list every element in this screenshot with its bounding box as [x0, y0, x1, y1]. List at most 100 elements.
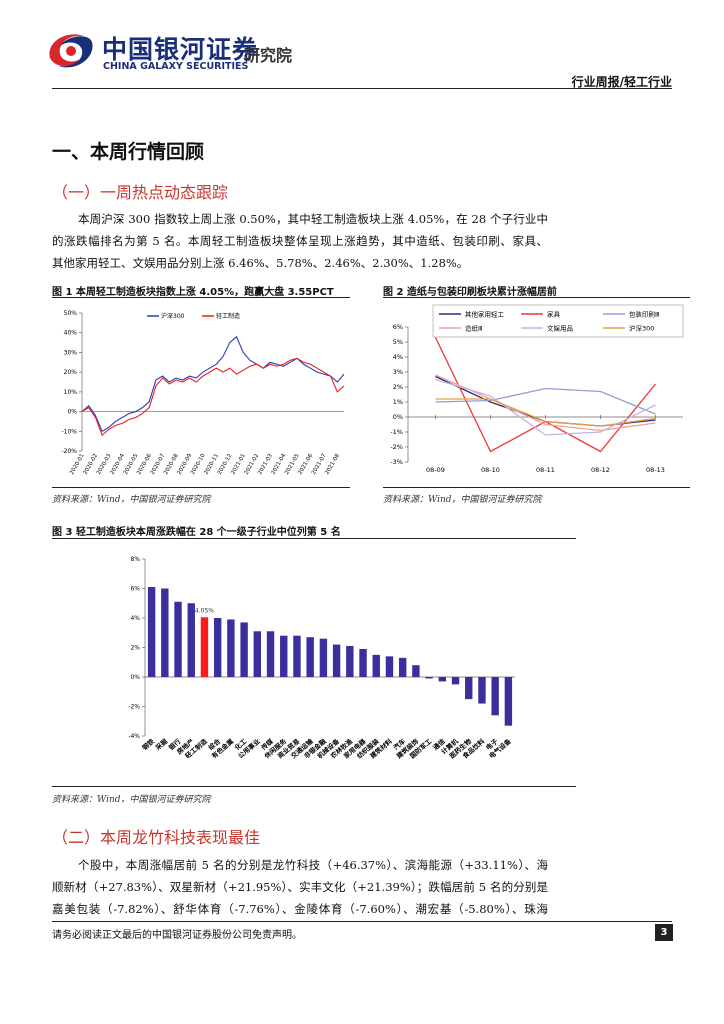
- bar: [266, 631, 275, 677]
- series-line: [81, 357, 345, 437]
- value-label: 4.05%: [195, 607, 214, 614]
- y-tick-label: -1%: [390, 428, 403, 436]
- header-rule: [52, 88, 672, 89]
- legend-label: 造纸Ⅲ: [465, 324, 482, 333]
- bar: [306, 637, 314, 677]
- company-cn: 中国银河证券: [102, 35, 259, 64]
- paragraph-line: 嘉美包装（-7.82%）、舒华体育（-7.76%）、金陵体育（-7.60%）、潮…: [52, 902, 548, 916]
- subheading: （二）本周龙竹科技表现最佳: [52, 828, 261, 847]
- bar: [438, 677, 447, 682]
- y-tick-label: 4%: [130, 615, 140, 622]
- figure-source: 资料来源：Wind，中国银河证券研究院: [383, 495, 542, 505]
- bar: [187, 603, 195, 677]
- logo: [49, 34, 93, 68]
- y-tick-label: 5%: [393, 338, 403, 346]
- bar: [147, 587, 156, 677]
- chart: -3% -2% -1% 0% 1% 2% 3% 4% 5% 6% 08-09 08-10 08-11 08…: [390, 304, 684, 474]
- bar: [213, 618, 222, 677]
- bar: [359, 648, 367, 677]
- y-tick-label: 0%: [130, 674, 140, 681]
- bar: [465, 677, 473, 700]
- paragraph-line: 顺新材（+27.83%）、双星新材（+21.95%）、实丰文化（+21.39%）…: [52, 880, 548, 894]
- bar: [504, 677, 513, 726]
- legend-label: 其他家用轻工: [465, 310, 505, 319]
- institute: 研究院: [244, 46, 293, 65]
- footer-rule: [52, 921, 672, 922]
- bar: [385, 656, 394, 677]
- series-line: [435, 387, 656, 415]
- y-tick-label: -20%: [61, 448, 77, 455]
- report-type: 行业周报/轻工行业: [571, 75, 672, 89]
- subheading: （一）一周热点动态跟踪: [52, 183, 229, 202]
- legend-box: [432, 304, 684, 338]
- bar: [174, 601, 182, 677]
- bar: [280, 635, 288, 677]
- legend-label: 沪深300: [629, 324, 654, 333]
- paragraph-line: 其他家用轻工、文娱用品分别上涨 6.46%、5.78%、2.46%、2.30%、…: [52, 256, 469, 270]
- chart: -20%-10%0%10%20%30%40%50%2020-012020-022…: [61, 310, 345, 476]
- y-tick-label: 10%: [64, 389, 78, 396]
- rule: [52, 786, 576, 787]
- y-tick-label: -2%: [128, 704, 140, 711]
- figure-source: 资料来源：Wind，中国银河证券研究院: [52, 795, 211, 805]
- paragraph-line: 个股中，本周涨幅居前 5 名的分别是龙竹科技（+46.37%）、滨海能源（+33…: [78, 858, 548, 872]
- bar: [227, 619, 235, 677]
- y-tick-label: 6%: [130, 586, 140, 593]
- y-tick-label: 6%: [393, 323, 403, 331]
- heading: 一、本周行情回顾: [52, 141, 205, 163]
- x-tick-label: 钢铁: [140, 736, 156, 752]
- bar: [451, 677, 460, 685]
- y-tick-label: 20%: [64, 369, 78, 376]
- y-tick-label: -3%: [390, 458, 403, 466]
- bar: [293, 635, 301, 677]
- bar: [372, 654, 380, 677]
- rule: [383, 487, 690, 488]
- bar: [346, 646, 354, 677]
- legend-label: 文娱用品: [547, 324, 573, 333]
- figure-source: 资料来源：Wind，中国银河证券研究院: [52, 495, 211, 505]
- rule: [52, 538, 576, 539]
- y-tick-label: 0%: [393, 413, 403, 421]
- rule: [52, 297, 350, 298]
- bar: [332, 644, 341, 677]
- x-tick-label: 08-10: [481, 466, 500, 474]
- disclaimer: 请务必阅读正文最后的中国银河证券股份公司免责声明。: [52, 930, 302, 941]
- bar: [491, 677, 499, 716]
- rule: [383, 297, 690, 298]
- bar: [478, 677, 486, 704]
- bar: [253, 631, 262, 677]
- y-tick-label: 0%: [67, 409, 77, 416]
- y-tick-label: -2%: [390, 443, 403, 451]
- x-tick-label: 采掘: [153, 736, 169, 752]
- y-tick-label: 4%: [393, 353, 403, 361]
- y-tick-label: 40%: [64, 330, 78, 337]
- x-tick-label: 08-11: [536, 466, 555, 474]
- x-tick-label: 08-12: [591, 466, 610, 474]
- bar: [412, 665, 420, 677]
- figure-title: 图 3 轻工制造板块本周涨跌幅在 28 个一级子行业中位列第 5 名: [52, 527, 341, 538]
- y-tick-label: 2%: [393, 383, 403, 391]
- x-tick-label: 08-13: [646, 466, 665, 474]
- y-tick-label: 50%: [64, 310, 78, 317]
- legend-label: 轻工制造: [216, 312, 240, 320]
- figure-title: 图 2 造纸与包装印刷板块累计涨幅居前: [383, 287, 557, 298]
- bar: [200, 617, 209, 677]
- figure-title: 图 1 本周轻工制造板块指数上涨 4.05%，跑赢大盘 3.55PCT: [52, 287, 334, 298]
- x-tick-label: 08-09: [426, 466, 445, 474]
- rule: [52, 487, 350, 488]
- company-en: CHINA GALAXY SECURITIES: [103, 61, 249, 72]
- bar: [240, 622, 248, 677]
- paragraph-line: 的涨跌幅排名为第 5 名。本周轻工制造板块整体呈现上涨趋势，其中造纸、包装印刷、…: [52, 234, 548, 248]
- series-line: [435, 398, 656, 427]
- bar: [425, 677, 433, 679]
- y-tick-label: 2%: [130, 645, 140, 652]
- y-tick-label: -10%: [61, 428, 77, 435]
- bar: [398, 657, 407, 677]
- page-number: 3: [655, 924, 673, 941]
- legend-label: 家具: [547, 310, 561, 319]
- bar: [319, 638, 328, 677]
- y-tick-label: 8%: [130, 556, 140, 563]
- y-tick-label: 3%: [393, 368, 403, 376]
- legend-label: 沪深300: [161, 312, 185, 320]
